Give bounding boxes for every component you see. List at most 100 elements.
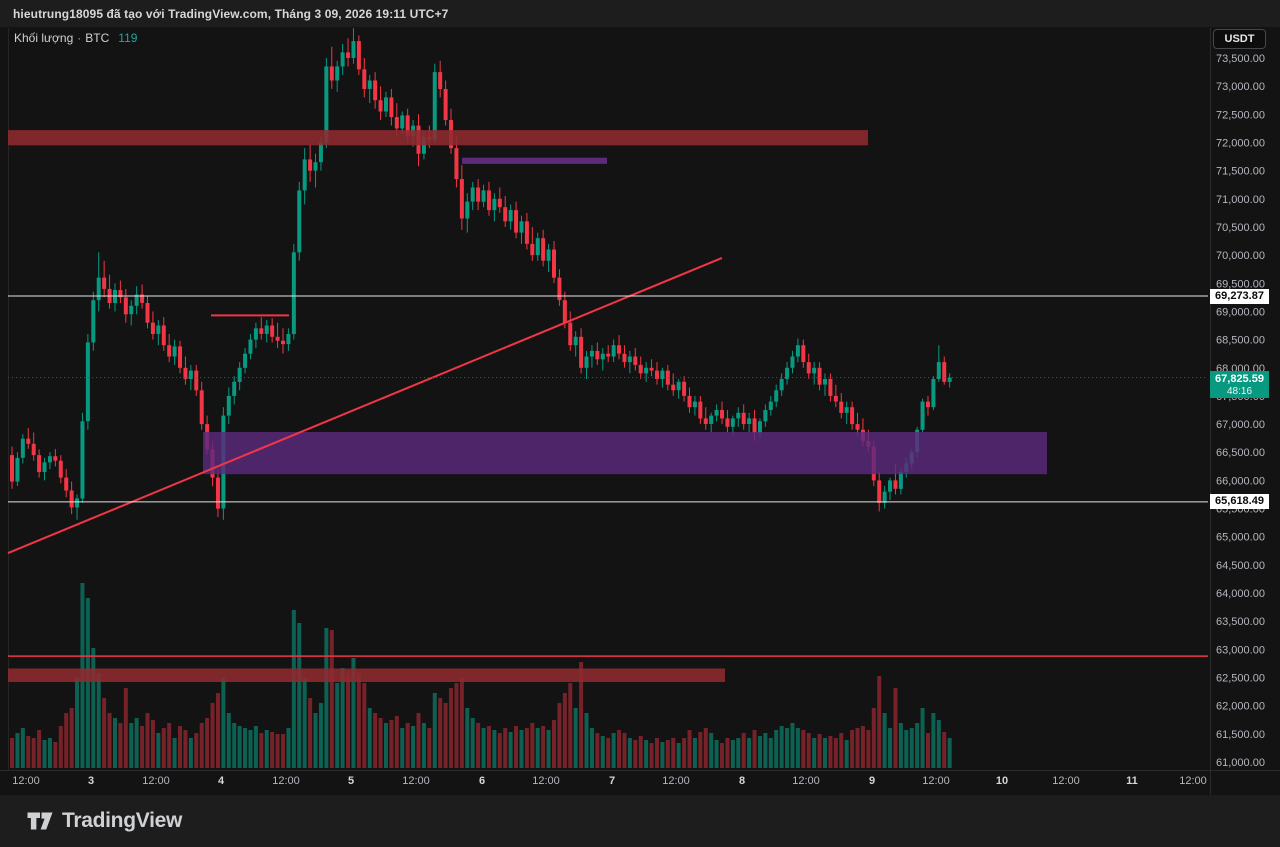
- candle-wick: [857, 412, 859, 436]
- candle-body: [329, 66, 334, 81]
- volume-bar: [855, 728, 860, 768]
- candle-body: [150, 322, 155, 334]
- candle-body: [562, 300, 567, 323]
- volume-bar: [75, 678, 80, 768]
- volume-bar: [215, 693, 220, 768]
- price-tick-label: 63,000.00: [1216, 644, 1265, 656]
- candle-body: [633, 356, 638, 365]
- volume-bar: [459, 678, 464, 768]
- volume-bar: [562, 693, 567, 768]
- volume-bar: [324, 628, 329, 768]
- supply-zone-low: [8, 668, 725, 682]
- candle-body: [568, 322, 573, 346]
- candle-body: [432, 72, 437, 140]
- volume-bar: [806, 733, 811, 768]
- time-tick-hour: 12:00: [142, 775, 170, 787]
- volume-bar: [925, 733, 930, 768]
- candle-body: [378, 100, 383, 112]
- candle-body: [649, 367, 654, 371]
- candle-wick: [894, 463, 896, 495]
- price-axis[interactable]: 73,500.00 73,000.00 72,500.00 72,000.00 71,5…: [1216, 53, 1265, 769]
- volume-bar: [611, 733, 616, 768]
- candle-body: [129, 305, 134, 315]
- candle-body: [530, 243, 535, 256]
- volume-bar: [356, 673, 361, 768]
- candle-body: [617, 345, 622, 354]
- volume-bar: [53, 742, 58, 768]
- tradingview-brand-link[interactable]: TradingView: [27, 809, 182, 833]
- volume-bar: [340, 668, 345, 768]
- volume-bar: [107, 713, 112, 768]
- volume-bar: [281, 734, 285, 768]
- candle-body: [259, 328, 264, 334]
- volume-bar: [909, 728, 914, 768]
- volume-bar: [232, 723, 237, 768]
- volume-bar: [194, 733, 199, 768]
- volume-bar: [676, 743, 681, 768]
- price-tick-label: 64,000.00: [1216, 588, 1265, 600]
- time-tick-day: 5: [348, 775, 354, 787]
- volume-bar: [720, 743, 725, 768]
- candle-body: [850, 407, 855, 425]
- time-axis[interactable]: 12:00 3 12:00 4 12:00 5 12:00 6 12:00 7 12:00 8 12:0…: [12, 775, 1207, 787]
- candle-body: [102, 277, 107, 289]
- volume-bar: [351, 658, 356, 768]
- volume-bar: [812, 738, 817, 768]
- candle-body: [676, 381, 681, 391]
- candle-body: [324, 66, 329, 143]
- candle-body: [600, 353, 605, 360]
- volume-bar: [465, 708, 470, 768]
- time-tick-hour: 12:00: [1179, 775, 1207, 787]
- candle-body: [936, 362, 941, 379]
- time-tick-hour: 12:00: [402, 775, 430, 787]
- price-tick-label: 66,000.00: [1216, 475, 1265, 487]
- candle-body: [638, 364, 643, 374]
- volume-bar: [497, 733, 502, 768]
- candle-wick: [607, 345, 609, 363]
- volume-bar: [541, 726, 546, 768]
- volume-bar: [589, 728, 594, 768]
- volume-bar: [259, 733, 264, 768]
- volume-bar: [622, 733, 627, 768]
- volume-bar: [188, 738, 193, 768]
- volume-bar: [698, 732, 703, 768]
- candle-body: [524, 221, 529, 244]
- drawing-zones[interactable]: [8, 130, 1047, 682]
- volume-bar: [145, 713, 150, 768]
- volume-bar: [91, 648, 96, 768]
- volume-bar: [725, 738, 730, 768]
- volume-legend[interactable]: Khối lượng · BTC 119: [14, 31, 137, 45]
- volume-bar: [785, 728, 790, 768]
- volume-bar: [134, 718, 139, 768]
- volume-bar: [226, 713, 231, 768]
- price-tick-label: 61,500.00: [1216, 729, 1265, 741]
- candle-body: [188, 370, 193, 379]
- volume-bar: [20, 728, 25, 768]
- volume-bar: [221, 678, 226, 768]
- candle-body: [281, 340, 285, 345]
- volume-bar: [362, 683, 367, 768]
- ascending-trendline[interactable]: [7, 256, 723, 555]
- volume-bar: [394, 716, 399, 768]
- candle-body: [351, 41, 356, 58]
- candle-body: [405, 115, 410, 136]
- candle-body: [226, 395, 231, 416]
- candle-body: [720, 410, 725, 419]
- candle-body: [806, 362, 811, 374]
- candle-body: [888, 480, 893, 492]
- volume-bar: [888, 728, 893, 768]
- candle-body: [893, 480, 898, 489]
- volume-bar: [313, 713, 318, 768]
- candle-body: [595, 350, 600, 360]
- candle-body: [470, 187, 475, 202]
- price-tick-label: 73,000.00: [1216, 81, 1265, 93]
- candle-body: [232, 381, 237, 396]
- candle-body: [611, 345, 616, 357]
- volume-bar: [757, 736, 762, 768]
- candle-body: [172, 346, 177, 357]
- candle-body: [140, 294, 145, 303]
- volume-bar: [752, 730, 757, 768]
- volume-bar: [449, 688, 454, 768]
- currency-toggle-button[interactable]: USDT: [1213, 29, 1266, 49]
